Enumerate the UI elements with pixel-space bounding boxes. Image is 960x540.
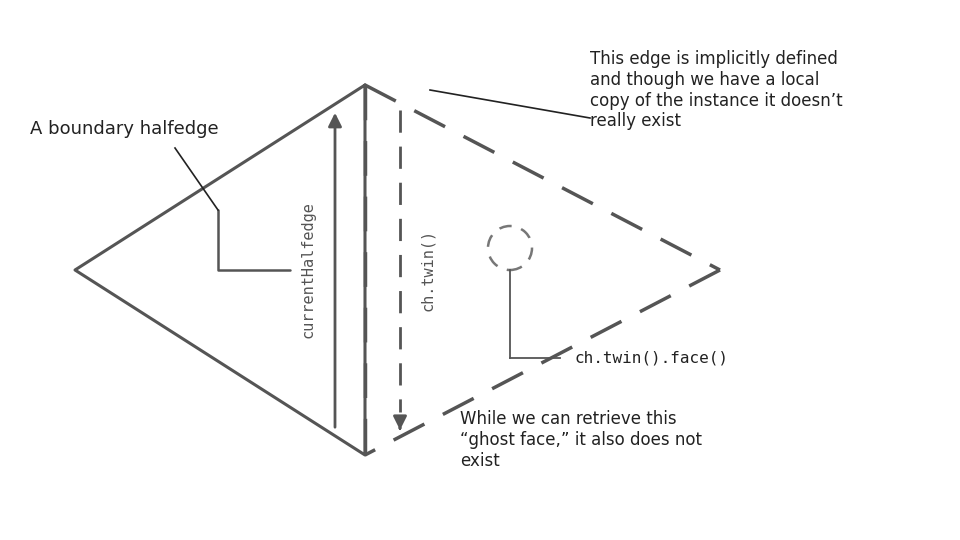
Text: currentHalfedge: currentHalfedge [300, 201, 316, 339]
Text: ch.twin().face(): ch.twin().face() [575, 350, 729, 366]
Text: ch.twin(): ch.twin() [420, 229, 436, 311]
Text: This edge is implicitly defined
and though we have a local
copy of the instance : This edge is implicitly defined and thou… [590, 50, 843, 130]
Text: A boundary halfedge: A boundary halfedge [30, 120, 219, 138]
Text: While we can retrieve this
“ghost face,” it also does not
exist: While we can retrieve this “ghost face,”… [460, 410, 702, 470]
